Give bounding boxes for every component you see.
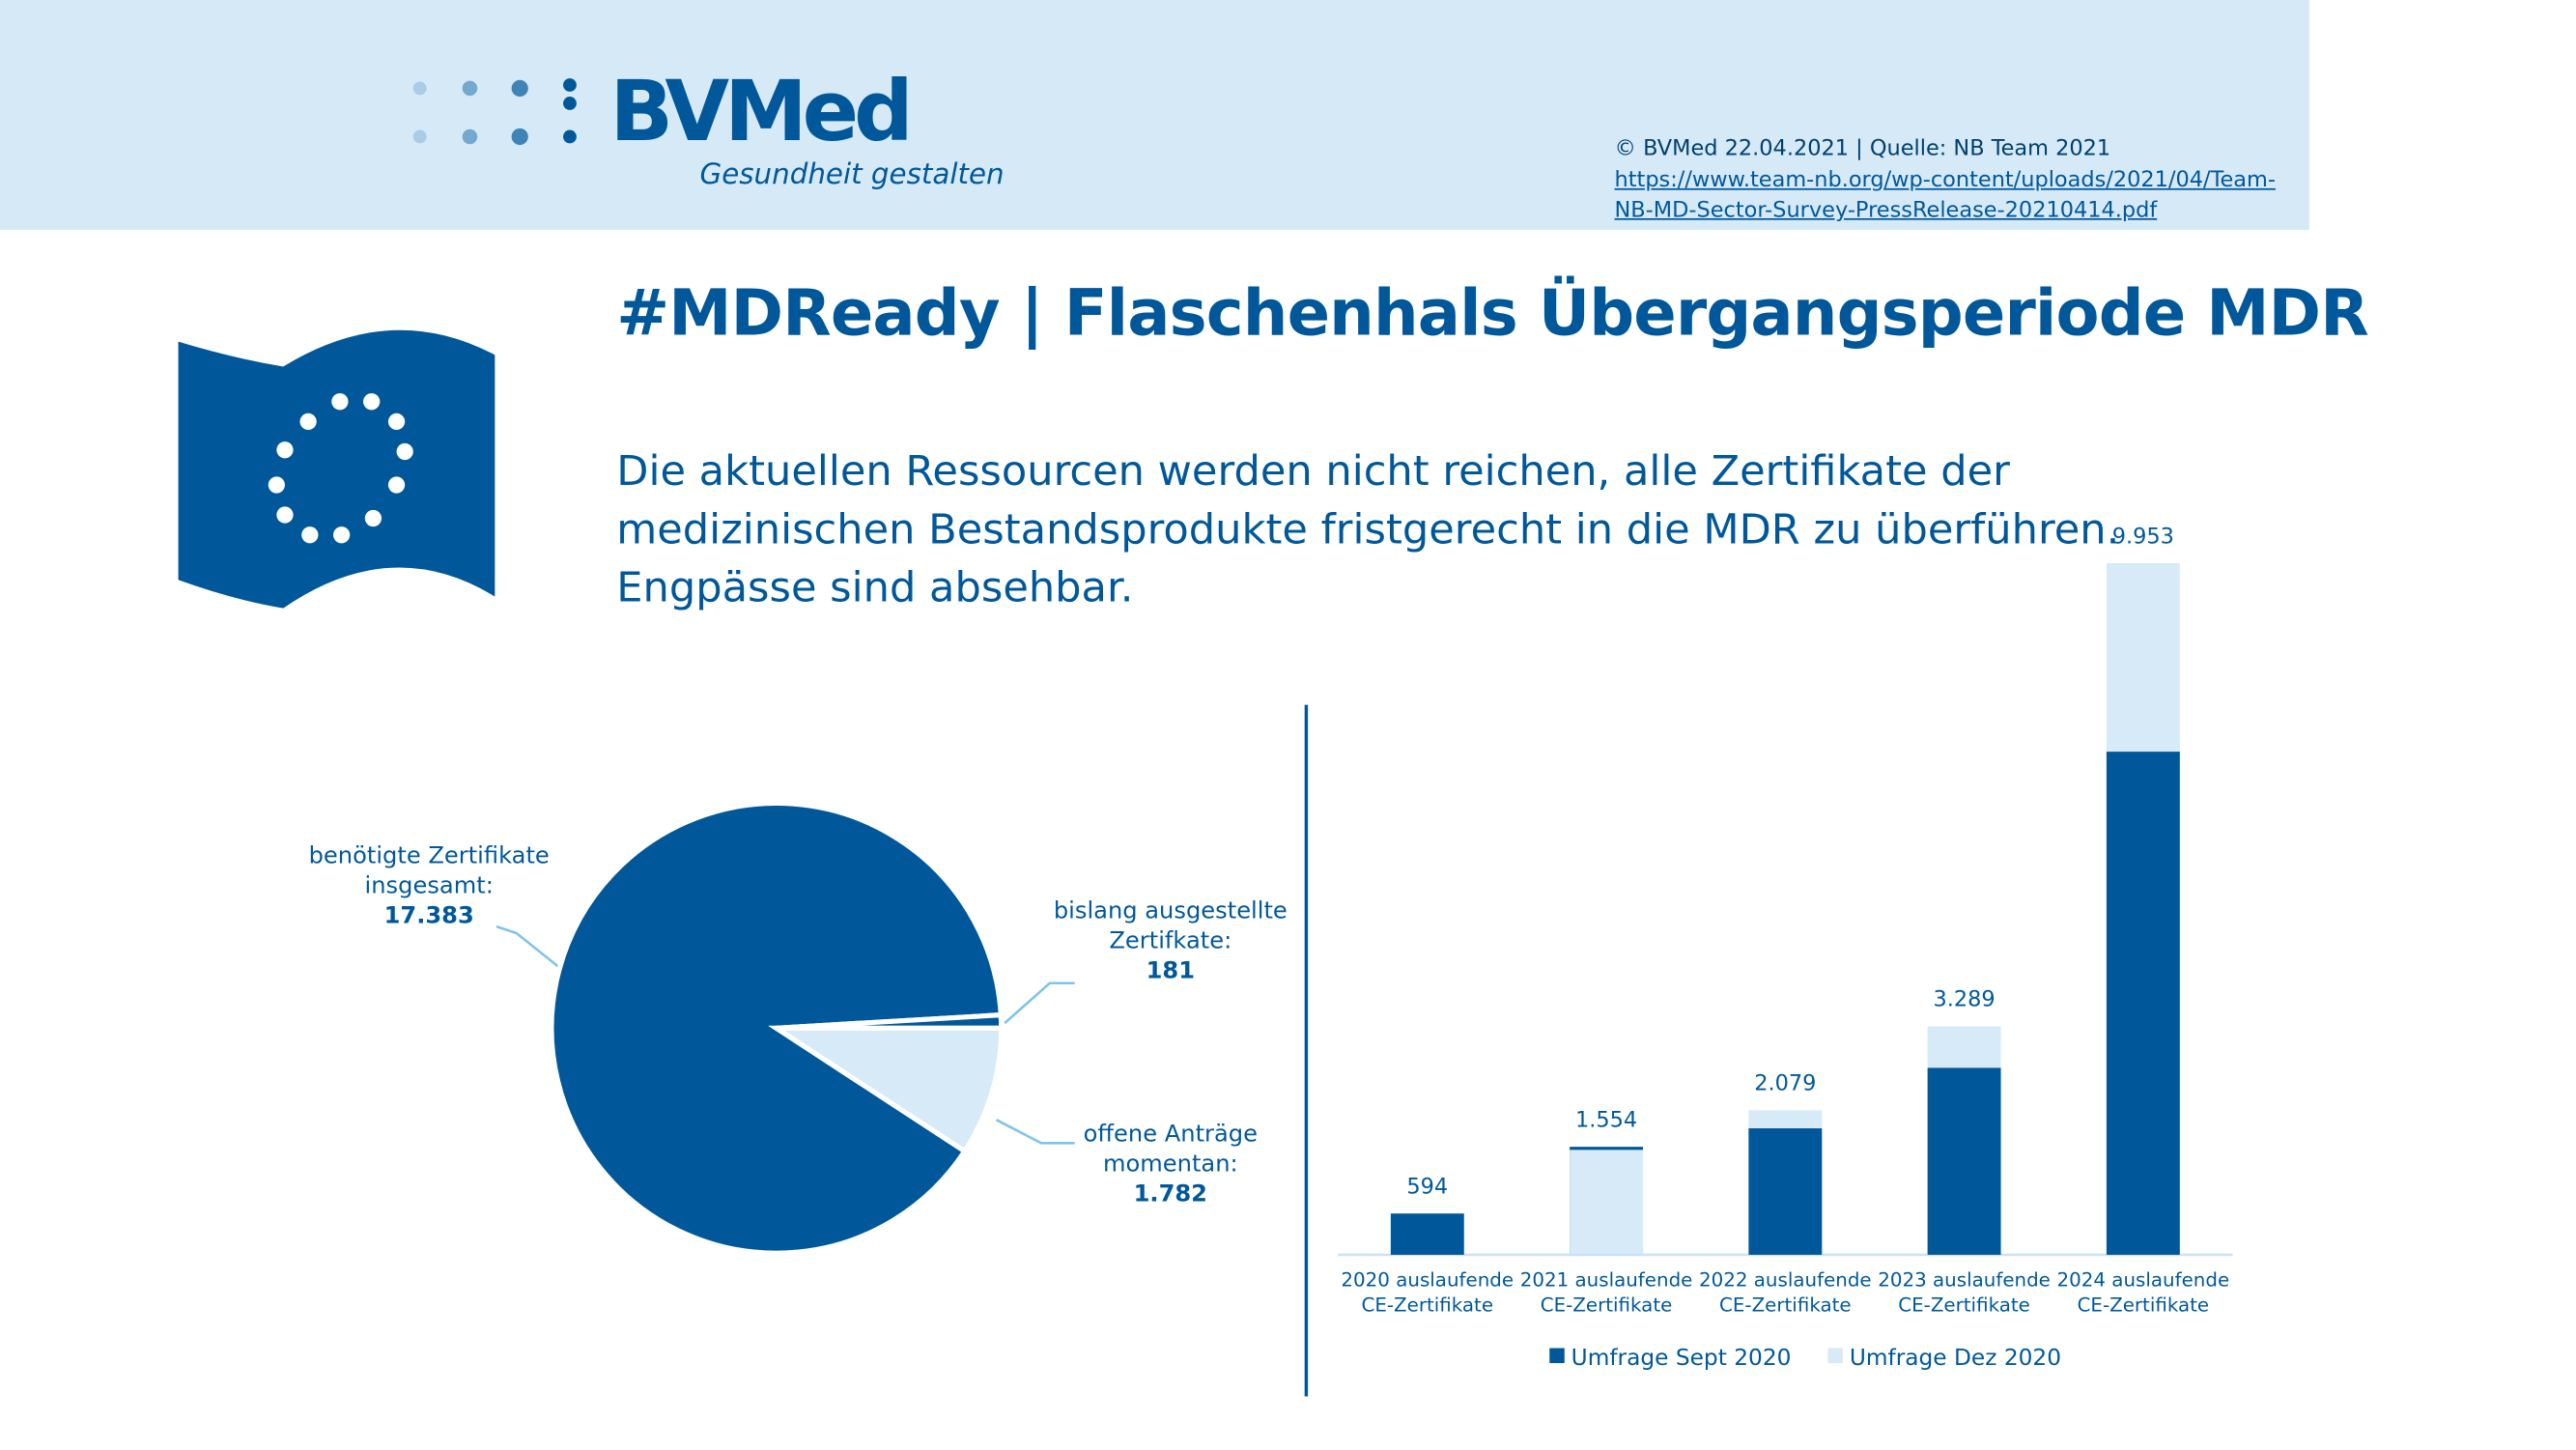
source-line[interactable]: https://www.team-nb.org/wp-content/uploa… — [1614, 168, 2276, 194]
logo: BVMed — [609, 63, 913, 160]
legend-label: Umfrage Sept 2020 — [1571, 1345, 1792, 1371]
slice-value: 17.383 — [383, 902, 474, 930]
x-tick-label: 2023 auslaufende CE-Zertifikate — [1878, 1267, 2051, 1317]
slice-label: bislang ausgestellte Zertifkate: 181 — [1050, 896, 1291, 986]
subtitle-line: Engpässe sind absehbar. — [616, 563, 1134, 612]
pie-slice — [768, 1025, 1005, 1155]
bar — [1390, 1213, 1464, 1255]
subtitle-line: medizinischen Bestandsprodukte fristgere… — [616, 504, 2120, 554]
data-label: 3.289 — [1934, 987, 1996, 1012]
eu-stars — [268, 393, 413, 544]
bar — [2106, 752, 2180, 1255]
x-tick-label: 2022 auslaufende CE-Zertifikate — [1698, 1267, 1872, 1317]
data-label: 1.554 — [1575, 1107, 1637, 1132]
slice-name: bislang ausgestellte Zertifkate: — [1053, 897, 1288, 955]
legend-swatch — [1549, 1348, 1565, 1364]
slice-name: offene Anträge momentan: — [1083, 1121, 1258, 1179]
logo-dots — [412, 78, 577, 146]
data-label: 9.953 — [2112, 524, 2174, 549]
source-link[interactable]: https://www.team-nb.org/wp-content/uploa… — [1615, 167, 2276, 227]
data-label: 2.079 — [1754, 1071, 1816, 1096]
slice-label: offene Anträge momentan: 1.782 — [1050, 1120, 1291, 1209]
slice-value: 181 — [1146, 957, 1196, 985]
x-tick-label: 2020 auslaufende CE-Zertifikate — [1341, 1267, 1514, 1317]
legend-swatch — [1827, 1348, 1843, 1364]
leader-lines — [495, 924, 1075, 1145]
bar — [1570, 1150, 1644, 1255]
legend-label: Umfrage Dez 2020 — [1850, 1345, 2061, 1371]
title: #MDReady | Flaschenhals Übergangsperiode… — [616, 276, 2368, 351]
slice-name: benötigte Zertifikate insgesamt: — [308, 842, 550, 900]
bar — [1748, 1128, 1823, 1255]
eu-flag — [178, 329, 495, 609]
x-tick-label: 2021 auslaufende CE-Zertifikate — [1519, 1267, 1693, 1317]
data-label: 594 — [1406, 1174, 1448, 1199]
subtitle-line: Die aktuellen Ressourcen werden nicht re… — [616, 446, 2010, 496]
copyright: © BVMed 22.04.2021 | Quelle: NB Team 202… — [1614, 136, 2111, 162]
slice-value: 1.782 — [1133, 1181, 1208, 1208]
source-line[interactable]: NB-MD-Sector-Survey-PressRelease-2021041… — [1614, 198, 2158, 224]
header-band — [0, 0, 2309, 231]
x-tick-label: 2024 auslaufende CE-Zertifikate — [2056, 1267, 2230, 1317]
tagline: Gesundheit gestalten — [699, 157, 1005, 192]
subtitle: Die aktuellen Ressourcen werden nicht re… — [616, 441, 2119, 616]
slice-label: benötigte Zertifikate insgesamt: 17.383 — [300, 841, 558, 931]
bar — [1927, 1067, 2001, 1255]
